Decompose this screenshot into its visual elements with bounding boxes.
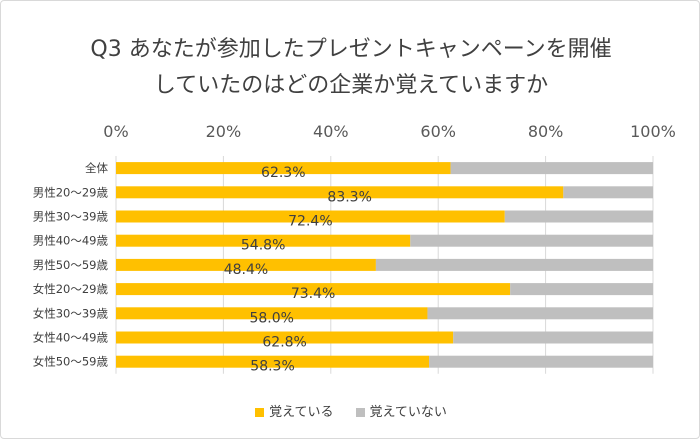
bar-remember <box>116 331 454 344</box>
x-tick-label: 100% <box>630 122 676 141</box>
chart-title-line-1: Q3 あなたが参加したプレゼントキャンペーンを開催 <box>90 37 612 62</box>
legend-swatch <box>355 408 365 417</box>
category-label: 男性20～29歳 <box>33 185 109 199</box>
bar-not-remember <box>450 162 653 175</box>
legend-label: 覚えていない <box>369 405 447 420</box>
bar-not-remember <box>375 258 653 271</box>
category-label: 男性50～59歳 <box>33 258 109 272</box>
x-tick-label: 20% <box>206 122 242 141</box>
category-label: 女性40～49歳 <box>33 331 109 345</box>
bar-not-remember <box>427 307 653 320</box>
bar-not-remember <box>429 355 653 368</box>
legend-item-remember: 覚えている <box>255 401 334 420</box>
bar-remember <box>116 162 451 175</box>
bar-not-remember <box>563 186 653 199</box>
legend-label: 覚えている <box>269 405 334 420</box>
data-label: 62.3% <box>261 165 305 181</box>
bar-not-remember <box>504 210 653 223</box>
bar-remember <box>116 258 376 271</box>
bar-remember <box>116 234 411 247</box>
x-tick-label: 60% <box>420 122 456 141</box>
x-tick-label: 40% <box>313 122 349 141</box>
category-label: 男性30～39歳 <box>33 210 109 224</box>
data-label: 48.4% <box>224 262 268 278</box>
category-label: 女性30～39歳 <box>33 306 109 320</box>
bar-remember <box>116 307 428 320</box>
bar-remember <box>116 186 564 199</box>
category-label: 男性40～49歳 <box>33 234 109 248</box>
legend-item-not-remember: 覚えていない <box>355 401 447 420</box>
legend: 覚えている 覚えていない <box>1 401 699 420</box>
category-label: 全体 <box>85 161 108 175</box>
legend-swatch <box>255 408 265 417</box>
data-label: 83.3% <box>327 189 371 205</box>
data-label: 73.4% <box>291 286 335 302</box>
bar-not-remember <box>510 283 653 296</box>
data-label: 54.8% <box>241 238 285 254</box>
bar-remember <box>116 210 505 223</box>
data-label: 58.0% <box>249 310 293 326</box>
bar-not-remember <box>453 331 653 344</box>
data-label: 62.8% <box>262 335 306 351</box>
category-label: 女性20～29歳 <box>33 282 109 296</box>
x-tick-label: 80% <box>528 122 564 141</box>
chart-title-line-2: していたのはどの企業か覚えていますか <box>153 73 549 98</box>
data-label: 72.4% <box>288 214 332 230</box>
x-tick-label: 0% <box>103 122 128 141</box>
bar-remember <box>116 355 430 368</box>
category-label: 女性50～59歳 <box>33 355 109 369</box>
bar-remember <box>116 283 511 296</box>
data-label: 58.3% <box>250 359 294 375</box>
bar-not-remember <box>410 234 653 247</box>
